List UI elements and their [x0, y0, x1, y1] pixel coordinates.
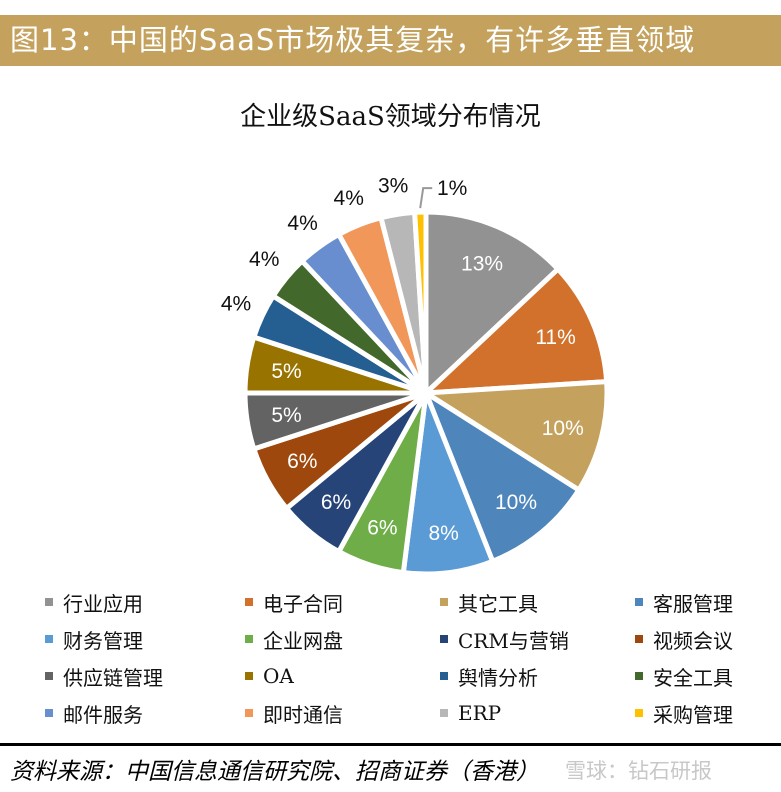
legend-label: 客服管理 [653, 591, 733, 616]
legend-item: 供应链管理 [45, 662, 245, 690]
legend-label: 企业网盘 [263, 628, 343, 653]
legend-label: CRM与营销 [458, 628, 569, 653]
pie-slice-3 [420, 386, 583, 565]
data-label: 8% [429, 522, 459, 545]
legend-label: 财务管理 [63, 628, 143, 653]
data-label: 10% [495, 491, 537, 514]
legend-swatch [245, 598, 253, 606]
legend: 行业应用 电子合同 其它工具 客服管理财务管理 企业网盘 CRM与营销 视频会议供应链管理 O… [45, 588, 781, 727]
pie-slice-2 [418, 378, 610, 494]
pie-slice-15 [411, 209, 429, 394]
data-label: 1% [437, 177, 467, 200]
legend-label: 安全工具 [653, 665, 733, 690]
legend-label: 电子合同 [263, 591, 343, 616]
source-note: 资料来源：中国信息通信研究院、招商证券（香港） [10, 759, 539, 785]
figure-header: 图13：中国的SaaS市场极其复杂，有许多垂直领域 [0, 15, 781, 66]
data-label: 11% [535, 326, 575, 349]
legend-label: 采购管理 [653, 702, 733, 727]
legend-label: 供应链管理 [63, 665, 163, 690]
legend-swatch [45, 672, 53, 680]
legend-swatch [245, 709, 253, 717]
legend-swatch [635, 635, 643, 643]
legend-item: 邮件服务 [45, 699, 245, 727]
data-label: 4% [221, 293, 251, 316]
data-label: 4% [334, 187, 364, 210]
pie-slice-1 [419, 265, 610, 396]
legend-label: 即时通信 [263, 702, 343, 727]
legend-label: 其它工具 [458, 591, 538, 616]
legend-swatch [45, 709, 53, 717]
legend-swatch [440, 598, 448, 606]
data-label: 5% [271, 360, 301, 383]
legend-item: CRM与营销 [440, 625, 635, 653]
data-label: 10% [542, 417, 584, 440]
data-label: 4% [287, 212, 317, 235]
footer-divider [0, 743, 781, 746]
legend-item: 电子合同 [245, 588, 440, 616]
data-label: 5% [271, 404, 301, 427]
pie-slice-0 [423, 209, 562, 399]
legend-item: ERP [440, 699, 635, 727]
legend-item: 行业应用 [45, 588, 245, 616]
data-label: 13% [461, 252, 503, 275]
legend-label: 舆情分析 [458, 665, 538, 690]
watermark: 雪球：钻石研报 [565, 759, 712, 783]
legend-item: 企业网盘 [245, 625, 440, 653]
legend-swatch [245, 635, 253, 643]
data-label: 4% [249, 248, 279, 271]
legend-item: 客服管理 [635, 588, 781, 616]
legend-label: OA [263, 664, 294, 688]
legend-item: 财务管理 [45, 625, 245, 653]
legend-item: 视频会议 [635, 625, 781, 653]
legend-item: 安全工具 [635, 662, 781, 690]
leader-line [419, 187, 433, 209]
legend-label: 视频会议 [653, 628, 733, 653]
legend-swatch [635, 672, 643, 680]
legend-swatch [245, 672, 253, 680]
legend-swatch [440, 635, 448, 643]
legend-item: 舆情分析 [440, 662, 635, 690]
data-label: 6% [321, 491, 351, 514]
legend-swatch [440, 672, 448, 680]
pie-chart: 13%11%10%10%8%6%6%6%5%5%4%4%4%4%3% 1% [220, 174, 610, 574]
legend-swatch [45, 635, 53, 643]
chart-title: 企业级SaaS领域分布情况 [240, 102, 541, 132]
legend-swatch [440, 709, 448, 717]
legend-item: OA [245, 662, 440, 690]
legend-label: ERP [458, 701, 502, 725]
legend-item: 即时通信 [245, 699, 440, 727]
legend-swatch [45, 598, 53, 606]
legend-swatch [635, 709, 643, 717]
legend-label: 行业应用 [63, 591, 143, 616]
legend-item: 采购管理 [635, 699, 781, 727]
data-label: 6% [367, 516, 397, 539]
legend-item: 其它工具 [440, 588, 635, 616]
data-label: 3% [378, 175, 408, 198]
legend-swatch [635, 598, 643, 606]
legend-label: 邮件服务 [63, 702, 143, 727]
data-label: 6% [287, 450, 317, 473]
